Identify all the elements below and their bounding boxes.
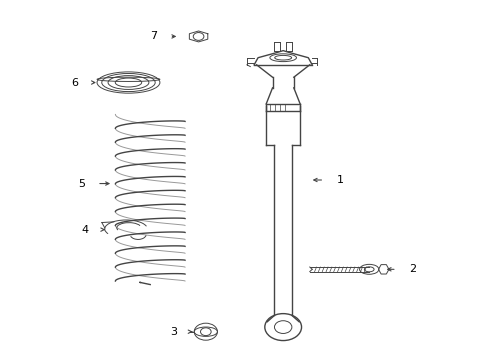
Text: 3: 3 <box>169 327 177 337</box>
Text: 6: 6 <box>72 77 79 87</box>
Text: 4: 4 <box>81 225 89 235</box>
Text: 7: 7 <box>150 31 157 41</box>
Text: 5: 5 <box>78 179 85 189</box>
Text: 2: 2 <box>408 264 415 274</box>
Text: 1: 1 <box>336 175 343 185</box>
